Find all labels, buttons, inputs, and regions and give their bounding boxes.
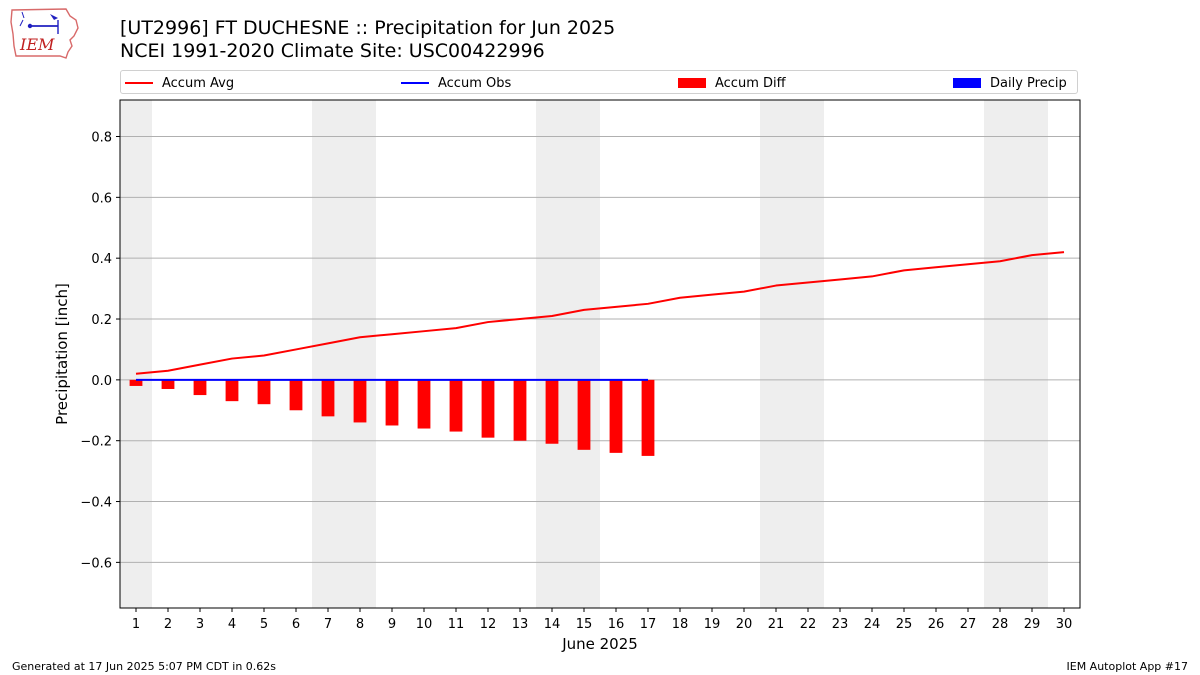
x-tick-label: 1: [132, 617, 140, 632]
weekend-band: [312, 100, 376, 608]
legend-label-accum-diff: Accum Diff: [715, 75, 786, 91]
legend-item-accum-diff: Accum Diff: [678, 74, 786, 92]
bar-accum-diff: [641, 379, 655, 456]
x-tick-label: 28: [992, 617, 1009, 632]
x-tick-label: 14: [544, 617, 561, 632]
bar-accum-diff: [417, 379, 431, 429]
legend-item-accum-obs: Accum Obs: [401, 74, 511, 92]
legend-label-daily-precip: Daily Precip: [990, 75, 1067, 91]
x-tick-label: 8: [356, 617, 364, 632]
legend-swatch-daily-precip: [953, 78, 981, 88]
legend-swatch-accum-diff: [678, 78, 706, 88]
x-tick-label: 26: [928, 617, 945, 632]
logo-text: IEM: [19, 35, 55, 54]
y-tick-label: 0.0: [91, 374, 112, 389]
x-tick-label: 22: [800, 617, 817, 632]
chart-legend: Accum Avg Accum Obs Accum Diff Daily Pre…: [120, 70, 1078, 94]
legend-item-daily-precip: Daily Precip: [953, 74, 1067, 92]
weekend-band: [120, 100, 152, 608]
x-tick-label: 20: [736, 617, 753, 632]
bar-accum-diff: [225, 379, 239, 402]
x-tick-label: 11: [448, 617, 465, 632]
y-tick-label: −0.6: [80, 556, 112, 571]
legend-label-accum-obs: Accum Obs: [438, 75, 512, 91]
x-tick-label: 9: [388, 617, 396, 632]
legend-item-accum-avg: Accum Avg: [125, 74, 234, 92]
x-tick-label: 24: [864, 617, 881, 632]
chart-subtitle: NCEI 1991-2020 Climate Site: USC00422996: [120, 40, 545, 62]
x-tick-label: 29: [1024, 617, 1041, 632]
y-axis-label: Precipitation [inch]: [53, 283, 71, 425]
bar-layer: [129, 379, 655, 456]
chart-title: [UT2996] FT DUCHESNE :: Precipitation fo…: [120, 17, 616, 39]
bar-accum-diff: [321, 379, 335, 417]
legend-swatch-accum-avg: [125, 82, 153, 84]
station-icon: [27, 23, 33, 29]
x-tick-label: 5: [260, 617, 268, 632]
x-tick-label: 17: [640, 617, 657, 632]
weekend-band: [536, 100, 600, 608]
bar-accum-diff: [513, 379, 527, 441]
x-tick-label: 2: [164, 617, 172, 632]
line-accum-avg: [135, 251, 1065, 375]
x-tick-label: 27: [960, 617, 977, 632]
x-axis-label: June 2025: [561, 635, 638, 653]
app-credit: IEM Autoplot App #17: [1066, 660, 1189, 673]
bar-accum-diff: [161, 379, 175, 389]
x-tick-label: 30: [1056, 617, 1073, 632]
bar-accum-diff: [257, 379, 271, 405]
y-tick-label: −0.4: [80, 496, 112, 511]
weekend-band: [984, 100, 1048, 608]
x-tick-label: 6: [292, 617, 300, 632]
generated-timestamp: Generated at 17 Jun 2025 5:07 PM CDT in …: [12, 660, 277, 673]
x-tick-label: 7: [324, 617, 332, 632]
y-tick-label: 0.8: [91, 131, 112, 146]
legend-swatch-accum-obs: [401, 82, 429, 84]
x-tick-label: 23: [832, 617, 849, 632]
x-tick-label: 10: [416, 617, 433, 632]
x-tick-label: 21: [768, 617, 785, 632]
x-tick-label: 18: [672, 617, 689, 632]
x-tick-label: 3: [196, 617, 204, 632]
bar-accum-diff: [545, 379, 559, 444]
bar-accum-diff: [481, 379, 495, 438]
gridline-layer: [120, 136, 1080, 563]
weekend-band: [760, 100, 824, 608]
bar-accum-diff: [353, 379, 367, 423]
weekend-shading-layer: [120, 100, 1048, 608]
bar-accum-diff: [129, 379, 143, 386]
y-tick-label: 0.2: [91, 313, 112, 328]
x-tick-label: 25: [896, 617, 913, 632]
x-tick-label: 4: [228, 617, 236, 632]
x-tick-label: 16: [608, 617, 625, 632]
x-tick-label: 15: [576, 617, 593, 632]
line-layer: [135, 251, 1065, 381]
x-tick-label: 13: [512, 617, 529, 632]
plot-frame: [119, 99, 1081, 609]
bar-accum-diff: [577, 379, 591, 450]
iem-logo: IEM: [10, 8, 79, 59]
bar-accum-diff: [193, 379, 207, 396]
iowa-outline-shape: [10, 8, 79, 59]
x-tick-label: 19: [704, 617, 721, 632]
bar-accum-diff: [449, 379, 463, 432]
bar-accum-diff: [289, 379, 303, 411]
x-tick-label: 12: [480, 617, 497, 632]
y-tick-label: 0.4: [91, 252, 112, 267]
bar-accum-diff: [385, 379, 399, 426]
y-tick-label: 0.6: [91, 191, 112, 206]
y-tick-label: −0.2: [80, 435, 112, 450]
bar-accum-diff: [609, 379, 623, 453]
axis-layer: −0.6−0.4−0.20.00.20.40.60.81 2 3 4 5 6 7 8 9 10 11…: [80, 131, 1072, 632]
legend-label-accum-avg: Accum Avg: [162, 75, 235, 91]
